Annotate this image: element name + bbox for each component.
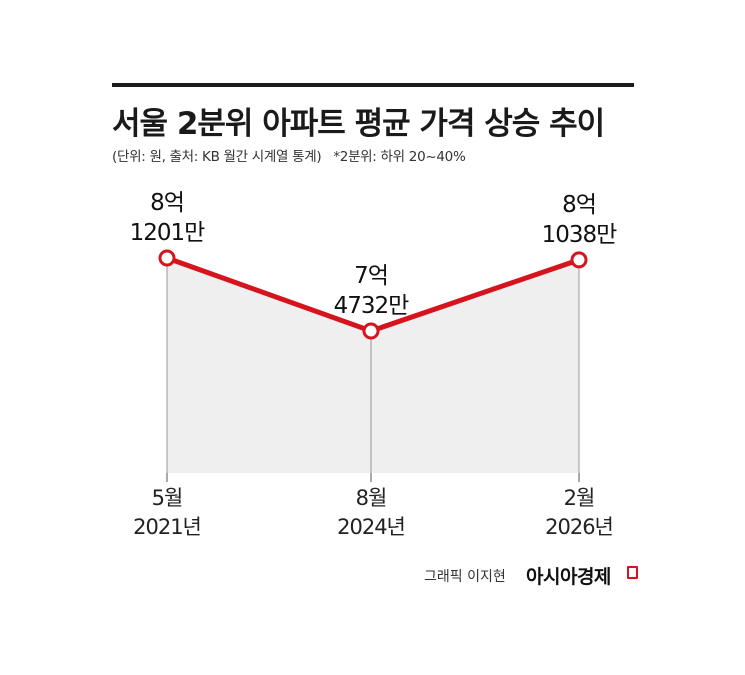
x-tick-label-year: 2024년 <box>337 515 405 539</box>
data-label-man: 1038만 <box>542 222 618 248</box>
data-label-man: 1201만 <box>130 220 206 246</box>
data-point <box>158 249 176 267</box>
x-tick-label-year: 2021년 <box>133 515 201 539</box>
chart-subtitle: (단위: 원, 출처: KB 월간 시계열 통계) *2분위: 하위 20~40% <box>112 145 466 165</box>
graphic-credit: 그래픽 이지현 <box>424 569 506 585</box>
data-label-man: 4732만 <box>334 293 410 319</box>
quintile-note: *2분위: 하위 20~40% <box>333 149 466 165</box>
data-point <box>362 322 380 340</box>
data-label-eok: 8억 <box>150 190 184 216</box>
x-tick-label-month: 2월 <box>564 486 595 510</box>
brand-mark-icon <box>627 566 638 579</box>
x-tick-label-month: 5월 <box>152 486 183 510</box>
data-label-eok: 7억 <box>354 263 388 289</box>
chart-title: 서울 2분위 아파트 평균 가격 상승 추이 <box>112 106 605 142</box>
unit-source-text: (단위: 원, 출처: KB 월간 시계열 통계) <box>112 149 322 165</box>
x-tick-label-year: 2026년 <box>545 515 613 539</box>
data-label-eok: 8억 <box>562 192 596 218</box>
x-tick-label-month: 8월 <box>356 486 387 510</box>
data-point <box>570 251 588 269</box>
area-fill <box>167 258 579 473</box>
title-rule <box>112 83 634 87</box>
brand-logo: 아시아경제 <box>526 566 611 588</box>
